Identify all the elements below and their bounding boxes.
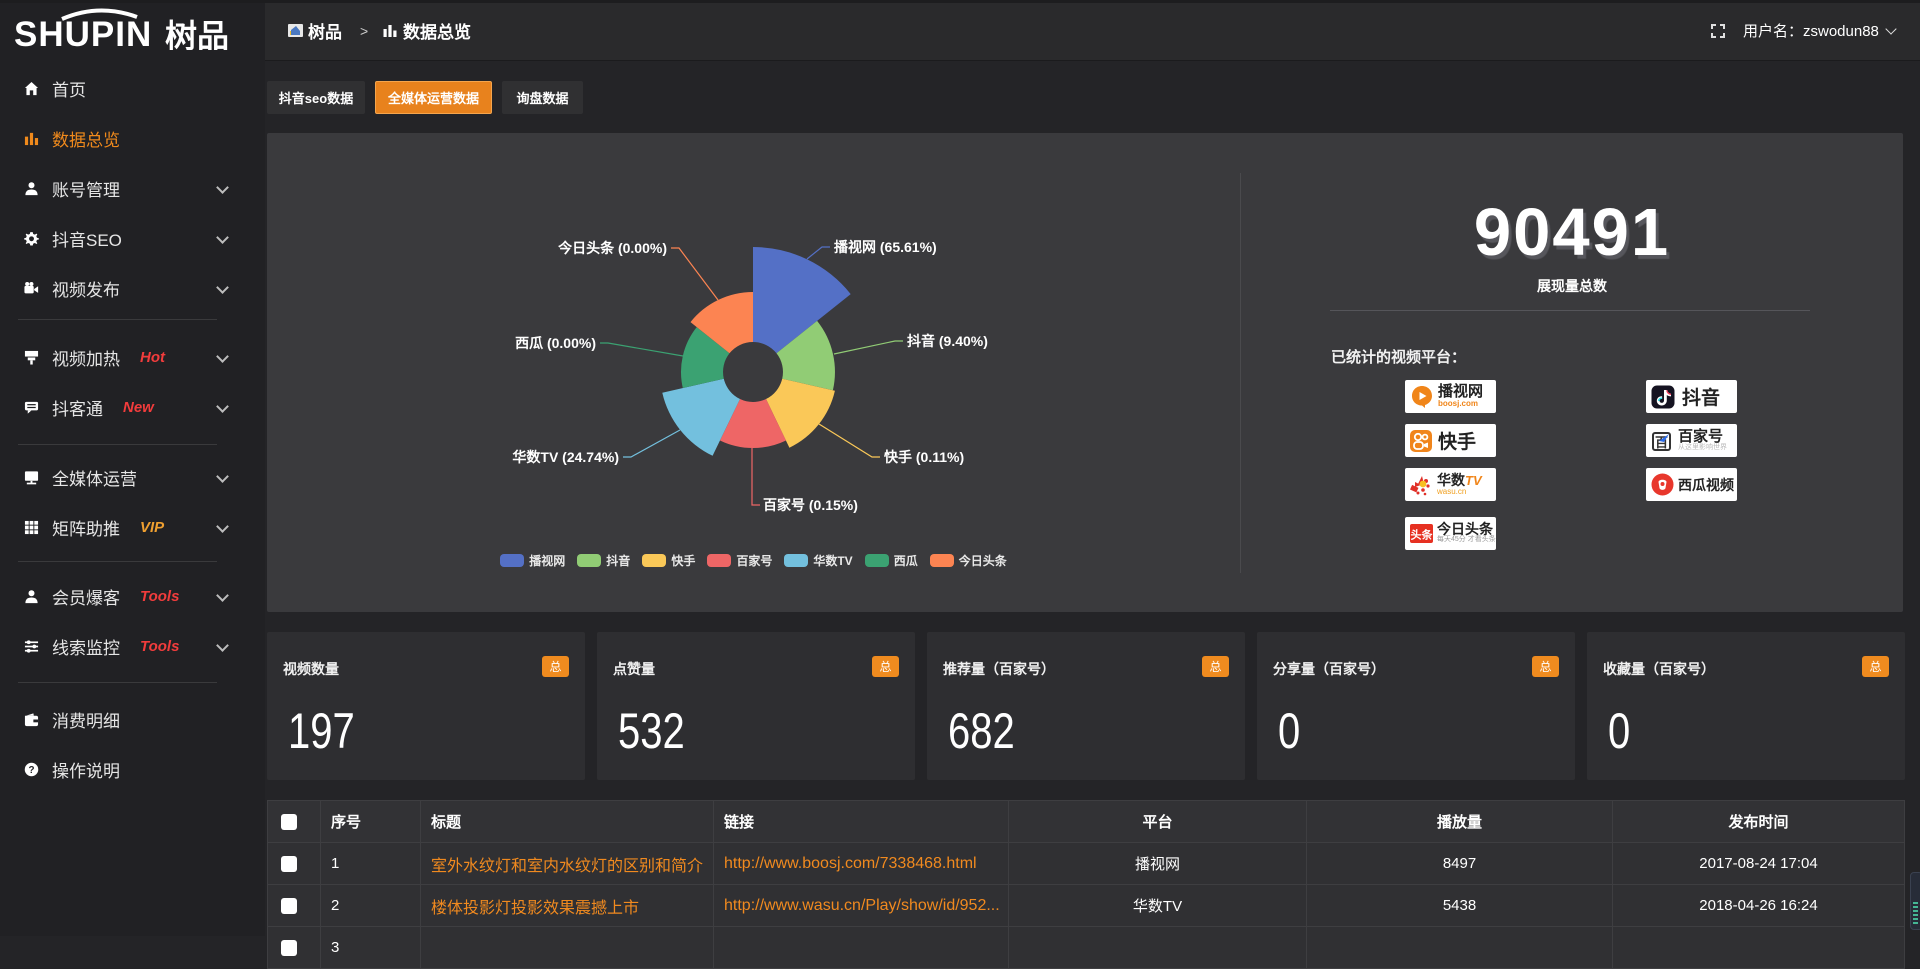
svg-text:?: ? [28, 764, 34, 775]
svg-text:播视网 (65.61%): 播视网 (65.61%) [834, 239, 937, 255]
svg-text:今日头条 (0.00%): 今日头条 (0.00%) [557, 240, 667, 256]
svg-text:抖音 (9.40%): 抖音 (9.40%) [907, 333, 988, 349]
svg-text:快手 (0.11%): 快手 (0.11%) [884, 449, 964, 465]
svg-text:西瓜 (0.00%): 西瓜 (0.00%) [515, 335, 596, 351]
svg-text:头条: 头条 [1411, 528, 1434, 542]
svg-text:百家号 (0.15%): 百家号 (0.15%) [763, 497, 858, 513]
svg-text:华数TV (24.74%): 华数TV (24.74%) [512, 449, 619, 465]
svg-text:树品: 树品 [165, 18, 229, 50]
svg-text:SHUPIN: SHUPIN [14, 15, 152, 50]
